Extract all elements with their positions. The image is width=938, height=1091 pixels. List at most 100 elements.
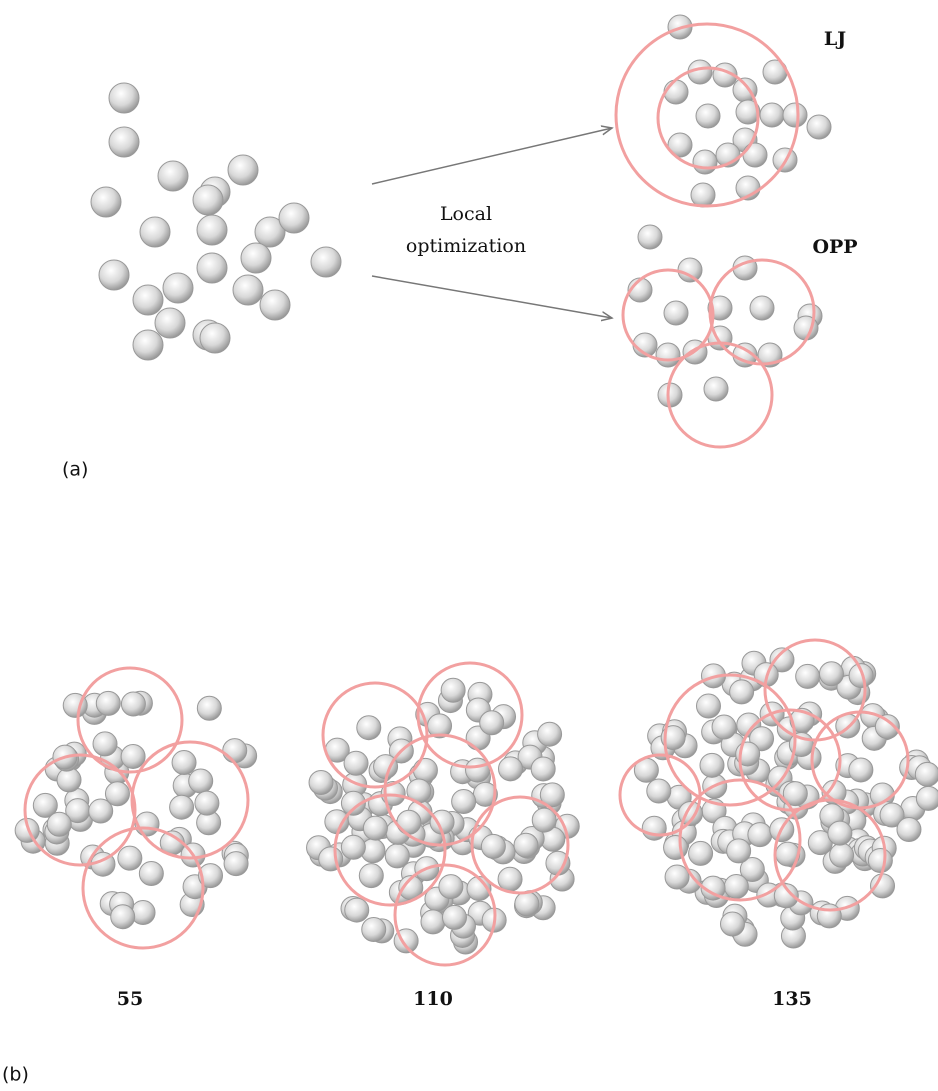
atom bbox=[748, 823, 772, 847]
panel-label: (b) bbox=[2, 1064, 29, 1086]
atom bbox=[439, 875, 463, 899]
figure: Local optimization LJ OPP (a) 55 110 135… bbox=[0, 0, 938, 1091]
atom bbox=[228, 155, 258, 185]
atom bbox=[691, 183, 715, 207]
atom bbox=[720, 912, 744, 936]
atom bbox=[819, 662, 843, 686]
atom bbox=[363, 816, 387, 840]
atom bbox=[760, 103, 784, 127]
atom bbox=[91, 187, 121, 217]
atom bbox=[724, 874, 748, 898]
atom bbox=[140, 217, 170, 247]
atom bbox=[233, 275, 263, 305]
atom bbox=[47, 812, 71, 836]
atom bbox=[105, 782, 129, 806]
atom bbox=[897, 817, 921, 841]
atom bbox=[341, 835, 365, 859]
atom bbox=[139, 861, 163, 885]
atom bbox=[642, 816, 666, 840]
atom bbox=[817, 904, 841, 928]
atom bbox=[915, 762, 938, 786]
arrow-label: optimization bbox=[406, 235, 526, 257]
atom bbox=[197, 696, 221, 720]
atom bbox=[109, 83, 139, 113]
cluster-label: LJ bbox=[824, 28, 846, 50]
atom bbox=[656, 343, 680, 367]
atom bbox=[638, 225, 662, 249]
panel-label: (a) bbox=[62, 459, 88, 481]
atom bbox=[121, 692, 145, 716]
atom bbox=[200, 323, 230, 353]
page: Local optimization LJ OPP (a) 55 110 135… bbox=[0, 0, 938, 1091]
atom bbox=[830, 843, 854, 867]
atom bbox=[421, 910, 445, 934]
atom bbox=[750, 296, 774, 320]
atom bbox=[357, 716, 381, 740]
atom bbox=[480, 711, 504, 735]
atom bbox=[279, 203, 309, 233]
atom bbox=[730, 680, 754, 704]
atom bbox=[309, 770, 333, 794]
atom bbox=[712, 715, 736, 739]
atom bbox=[193, 185, 223, 215]
atom bbox=[689, 841, 713, 865]
atom bbox=[345, 898, 369, 922]
atom bbox=[538, 722, 562, 746]
atom bbox=[693, 150, 717, 174]
atom bbox=[163, 273, 193, 303]
atom bbox=[155, 308, 185, 338]
atom bbox=[223, 739, 247, 763]
atom bbox=[700, 753, 724, 777]
atom bbox=[362, 918, 386, 942]
atom bbox=[197, 215, 227, 245]
atom bbox=[498, 867, 522, 891]
atom bbox=[397, 810, 421, 834]
atom bbox=[197, 253, 227, 283]
cluster-label: 55 bbox=[117, 988, 143, 1010]
atom bbox=[133, 330, 163, 360]
atom bbox=[189, 769, 213, 793]
atom bbox=[743, 143, 767, 167]
atom bbox=[99, 260, 129, 290]
atom bbox=[344, 751, 368, 775]
atom bbox=[133, 285, 163, 315]
arrow-label: Local bbox=[440, 203, 492, 225]
atom bbox=[696, 694, 720, 718]
cluster-label: OPP bbox=[812, 236, 857, 258]
atom bbox=[499, 757, 523, 781]
atom bbox=[727, 839, 751, 863]
atom bbox=[111, 905, 135, 929]
atom bbox=[109, 127, 139, 157]
atom bbox=[664, 301, 688, 325]
atom bbox=[96, 691, 120, 715]
atom bbox=[118, 846, 142, 870]
atom bbox=[325, 810, 349, 834]
atom bbox=[664, 836, 688, 860]
cluster-label: 135 bbox=[772, 988, 812, 1010]
atom bbox=[442, 905, 466, 929]
atom bbox=[916, 786, 938, 810]
atom bbox=[849, 758, 873, 782]
atom bbox=[441, 678, 465, 702]
atom bbox=[514, 833, 538, 857]
atom bbox=[515, 892, 539, 916]
atom bbox=[796, 664, 820, 688]
atom bbox=[783, 103, 807, 127]
atom bbox=[647, 779, 671, 803]
atom bbox=[195, 791, 219, 815]
atom bbox=[131, 901, 155, 925]
atom bbox=[57, 768, 81, 792]
atom bbox=[868, 849, 892, 873]
atom bbox=[481, 834, 505, 858]
atom bbox=[665, 865, 689, 889]
atom bbox=[93, 732, 117, 756]
atoms bbox=[15, 15, 938, 954]
atom bbox=[311, 247, 341, 277]
atom bbox=[452, 790, 476, 814]
atom bbox=[158, 161, 188, 191]
cluster-label: 110 bbox=[413, 988, 453, 1010]
atom bbox=[531, 757, 555, 781]
atom bbox=[664, 80, 688, 104]
atom bbox=[260, 290, 290, 320]
arrow bbox=[372, 276, 612, 318]
